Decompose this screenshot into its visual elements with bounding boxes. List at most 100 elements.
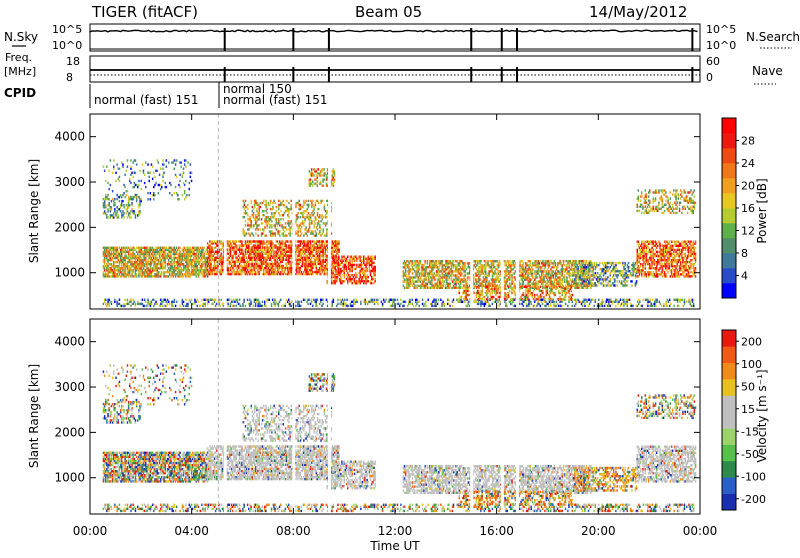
power-cell <box>149 176 151 178</box>
power-cell <box>347 280 349 282</box>
power-cell <box>263 269 265 271</box>
power-cell <box>319 214 321 216</box>
power-cell <box>309 170 311 172</box>
power-cell <box>104 198 106 200</box>
power-cell <box>265 305 267 307</box>
power-cell <box>119 200 121 202</box>
power-cell <box>252 259 254 261</box>
power-cell <box>130 166 132 168</box>
power-cell <box>166 166 168 168</box>
power-cell <box>326 222 328 224</box>
power-cell <box>166 247 168 249</box>
power-cell <box>213 249 215 251</box>
power-cell <box>212 246 214 248</box>
power-cell <box>310 303 312 305</box>
power-cell <box>432 260 434 262</box>
power-cell <box>221 253 223 255</box>
power-cell <box>312 305 314 307</box>
power-cell <box>374 303 376 305</box>
power-cell <box>456 260 458 262</box>
power-cell <box>285 222 287 224</box>
power-cell <box>593 305 595 307</box>
power-cell <box>271 220 273 222</box>
power-cell <box>123 212 125 214</box>
power-cell <box>605 303 607 305</box>
power-cell <box>255 200 257 202</box>
power-cell <box>406 274 408 276</box>
power-cell <box>542 299 544 301</box>
power-cell <box>416 303 418 305</box>
power-cell <box>404 260 406 262</box>
power-cell <box>352 270 354 272</box>
power-cell <box>123 216 125 218</box>
power-cell <box>272 202 274 204</box>
power-cell <box>589 303 591 305</box>
power-cell <box>354 303 356 305</box>
power-cell <box>281 305 283 307</box>
power-cell <box>286 228 288 230</box>
power-cell <box>425 305 427 307</box>
power-cell <box>217 265 219 267</box>
power-cell <box>492 303 494 305</box>
power-cell <box>312 180 314 182</box>
power-cell <box>693 303 695 305</box>
power-cell <box>233 305 235 307</box>
power-cell <box>437 303 439 305</box>
power-cell <box>507 305 509 307</box>
power-cell <box>684 299 686 301</box>
power-cell <box>129 178 131 180</box>
power-cell <box>111 303 113 305</box>
power-cell <box>289 232 291 234</box>
power-cell <box>152 178 154 180</box>
power-cell <box>169 192 171 194</box>
power-cell <box>373 262 375 264</box>
power-cell <box>268 216 270 218</box>
power-cell <box>357 301 359 303</box>
power-cell <box>436 262 438 264</box>
power-cell <box>304 240 306 242</box>
power-cell <box>185 166 187 168</box>
power-cell <box>127 190 129 192</box>
power-cell <box>460 262 462 264</box>
power-cell <box>279 230 281 232</box>
power-cell <box>531 303 533 305</box>
power-cell <box>416 287 418 289</box>
power-cell <box>422 299 424 301</box>
power-cell <box>123 206 125 208</box>
power-cell <box>280 210 282 212</box>
power-cell <box>284 230 286 232</box>
power-cell <box>263 214 265 216</box>
power-cell <box>257 234 259 236</box>
power-cell <box>255 232 257 234</box>
power-cell <box>312 200 314 202</box>
power-cell <box>217 244 219 246</box>
power-cell <box>184 190 186 192</box>
power-cell <box>113 216 115 218</box>
power-cell <box>333 183 335 185</box>
power-cell <box>534 305 536 307</box>
freq-unit-label: [MHz] <box>4 65 36 78</box>
power-cell <box>150 192 152 194</box>
power-cell <box>320 202 322 204</box>
power-cell <box>309 299 311 301</box>
power-cell <box>197 305 199 307</box>
power-cell <box>453 260 455 262</box>
power-cell <box>377 299 379 301</box>
power-cell <box>321 232 323 234</box>
power-cell <box>366 264 368 266</box>
power-cell <box>198 301 200 303</box>
power-cell <box>344 280 346 282</box>
power-cell <box>319 303 321 305</box>
power-cell <box>553 301 555 303</box>
power-cell <box>519 303 521 305</box>
power-cell <box>176 176 178 178</box>
power-cell <box>297 212 299 214</box>
power-cell <box>442 260 444 262</box>
power-cell <box>320 172 322 174</box>
power-cell <box>440 299 442 301</box>
power-cell <box>348 305 350 307</box>
power-cell <box>462 301 464 303</box>
power-cell <box>280 299 282 301</box>
power-cell <box>296 218 298 220</box>
power-cell <box>397 299 399 301</box>
